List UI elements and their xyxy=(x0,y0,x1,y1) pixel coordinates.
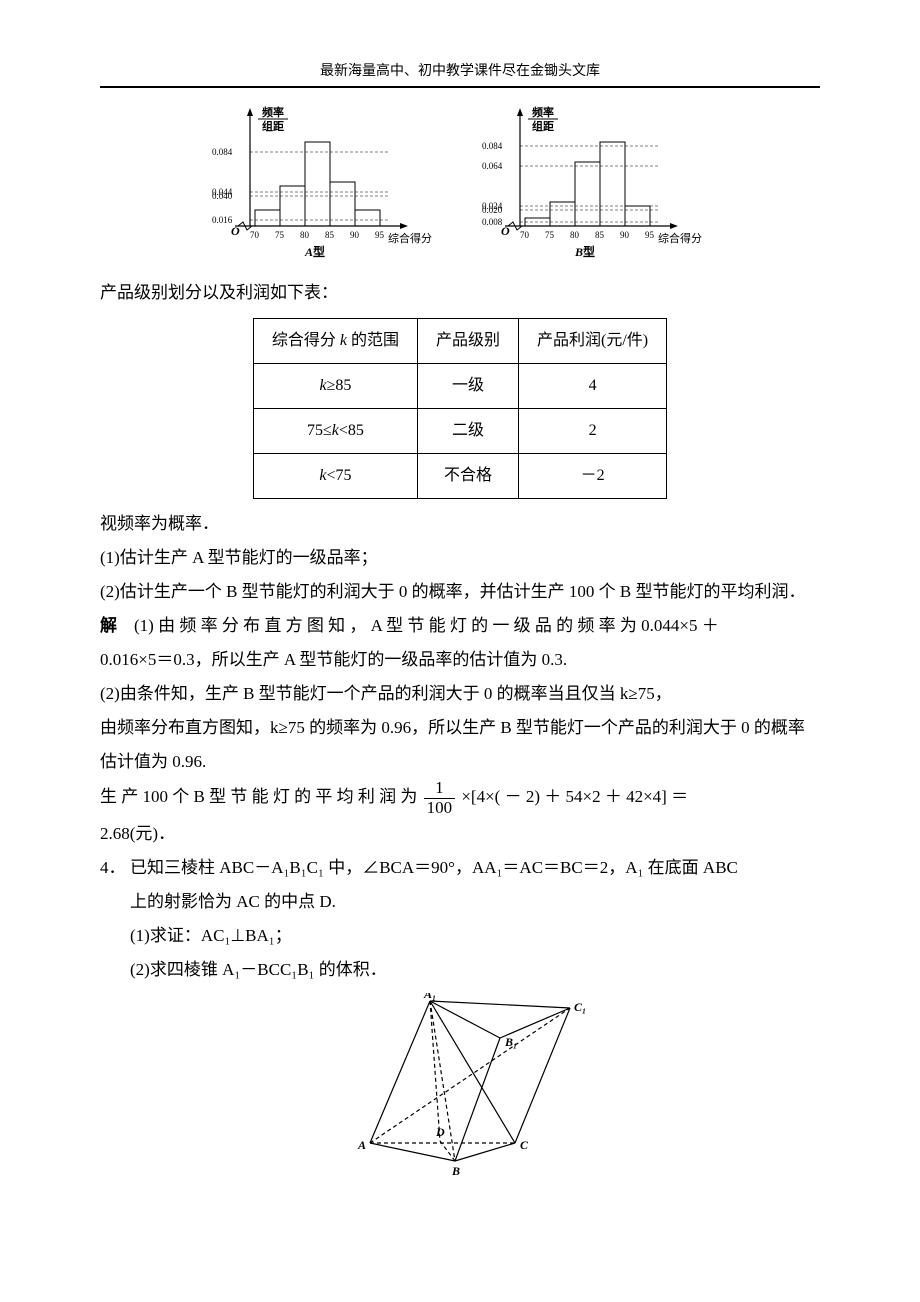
svg-text:80: 80 xyxy=(300,230,310,240)
table-cell: 二级 xyxy=(418,409,519,454)
fraction: 1100 xyxy=(424,779,456,817)
table-cell: 不合格 xyxy=(418,454,519,499)
table-cell: 75≤k<85 xyxy=(253,409,417,454)
frac-num: 1 xyxy=(424,779,456,799)
table-row: k≥85一级4 xyxy=(253,364,666,409)
table-cell: k<75 xyxy=(253,454,417,499)
svg-text:85: 85 xyxy=(325,230,335,240)
svg-text:0.008: 0.008 xyxy=(482,217,503,227)
svg-text:频率: 频率 xyxy=(532,106,554,119)
solution-1-line2: 0.016×5＝0.3，所以生产 A 型节能灯的一级品率的估计值为 0.3. xyxy=(100,643,820,677)
question-4: 4． 已知三棱柱 ABC－A₁B₁C₁ 中，∠BCA＝90°，AA₁＝AC＝BC… xyxy=(100,851,820,1190)
svg-text:95: 95 xyxy=(375,230,385,240)
svg-text:A: A xyxy=(357,1138,366,1152)
solution-label: 解 xyxy=(100,616,117,635)
svg-text:C: C xyxy=(520,1138,529,1152)
q4-line2: 上的射影恰为 AC 的中点 D. xyxy=(130,885,820,919)
sol2c-pre: 生 产 100 个 B 型 节 能 灯 的 平 均 利 润 为 xyxy=(100,787,417,806)
solution-1a: (1) 由 频 率 分 布 直 方 图 知 ， A 型 节 能 灯 的 一 级 … xyxy=(134,616,719,635)
svg-text:综合得分: 综合得分 xyxy=(388,231,432,245)
chart-a-histogram: 频率组距O7075808590950.0160.0400.0440.084综合得… xyxy=(210,106,440,266)
svg-text:80: 80 xyxy=(570,230,580,240)
solution-2-line3: 生 产 100 个 B 型 节 能 灯 的 平 均 利 润 为 1100 ×[4… xyxy=(100,779,820,817)
table-cell: k≥85 xyxy=(253,364,417,409)
svg-text:组距: 组距 xyxy=(532,119,554,133)
svg-text:70: 70 xyxy=(520,230,530,240)
q4-line4: (2)求四棱锥 A₁－BCC₁B₁ 的体积． xyxy=(130,953,820,987)
svg-text:A型: A型 xyxy=(304,244,325,259)
table-cell: －2 xyxy=(519,454,667,499)
svg-text:90: 90 xyxy=(620,230,630,240)
svg-text:D: D xyxy=(435,1125,445,1139)
svg-text:频率: 频率 xyxy=(262,106,284,119)
table-header: 产品级别 xyxy=(418,319,519,364)
table-header: 产品利润(元/件) xyxy=(519,319,667,364)
profit-table: 综合得分 k 的范围产品级别产品利润(元/件) k≥85一级475≤k<85二级… xyxy=(253,318,667,499)
solution-1-line1: 解 (1) 由 频 率 分 布 直 方 图 知 ， A 型 节 能 灯 的 一 … xyxy=(100,609,820,643)
question-1: (1)估计生产 A 型节能灯的一级品率； xyxy=(100,541,820,575)
solution-2-line4: 2.68(元)． xyxy=(100,817,820,851)
svg-text:0.084: 0.084 xyxy=(482,141,503,151)
svg-text:95: 95 xyxy=(645,230,655,240)
q4-number: 4． xyxy=(100,851,130,1190)
svg-text:85: 85 xyxy=(595,230,605,240)
svg-text:C₁: C₁ xyxy=(574,1000,586,1014)
table-cell: 4 xyxy=(519,364,667,409)
solution-2-line2: 由频率分布直方图知，k≥75 的频率为 0.96，所以生产 B 型节能灯一个产品… xyxy=(100,711,820,779)
table-row: 75≤k<85二级2 xyxy=(253,409,666,454)
chart-b-histogram: 频率组距O7075808590950.0080.0200.0240.0640.0… xyxy=(480,106,710,266)
svg-text:75: 75 xyxy=(275,230,285,240)
svg-text:90: 90 xyxy=(350,230,360,240)
svg-text:70: 70 xyxy=(250,230,260,240)
svg-text:B: B xyxy=(451,1164,460,1178)
svg-text:0.084: 0.084 xyxy=(212,147,233,157)
table-header: 综合得分 k 的范围 xyxy=(253,319,417,364)
svg-text:0.024: 0.024 xyxy=(482,201,503,211)
freq-as-prob: 视频率为概率． xyxy=(100,507,820,541)
q4-line1: 已知三棱柱 ABC－A₁B₁C₁ 中，∠BCA＝90°，AA₁＝AC＝BC＝2，… xyxy=(130,851,820,885)
svg-text:0.064: 0.064 xyxy=(482,161,503,171)
question-2: (2)估计生产一个 B 型节能灯的利润大于 0 的概率，并估计生产 100 个 … xyxy=(100,575,820,609)
page-header: 最新海量高中、初中教学课件尽在金锄头文库 xyxy=(100,60,820,88)
frac-den: 100 xyxy=(424,799,456,818)
svg-text:O: O xyxy=(231,224,240,238)
table-cell: 2 xyxy=(519,409,667,454)
table-row: k<75不合格－2 xyxy=(253,454,666,499)
histogram-row: 频率组距O7075808590950.0160.0400.0440.084综合得… xyxy=(100,106,820,266)
svg-text:0.044: 0.044 xyxy=(212,187,233,197)
svg-text:B型: B型 xyxy=(574,244,595,259)
table-cell: 一级 xyxy=(418,364,519,409)
svg-text:A₁: A₁ xyxy=(423,993,436,1001)
solution-2-line1: (2)由条件知，生产 B 型节能灯一个产品的利润大于 0 的概率当且仅当 k≥7… xyxy=(100,677,820,711)
svg-text:组距: 组距 xyxy=(262,119,284,133)
svg-text:0.016: 0.016 xyxy=(212,215,233,225)
table-intro: 产品级别划分以及利润如下表： xyxy=(100,276,820,310)
sol2c-post: ×[4×( － 2) ＋ 54×2 ＋ 42×4] ＝ xyxy=(461,787,688,806)
svg-text:75: 75 xyxy=(545,230,555,240)
q4-line3: (1)求证：AC₁⊥BA₁； xyxy=(130,919,820,953)
svg-text:B₁: B₁ xyxy=(504,1035,517,1049)
svg-text:综合得分: 综合得分 xyxy=(658,231,702,245)
svg-text:O: O xyxy=(501,224,510,238)
geometry-figure: A₁ C₁ B₁ A C B D xyxy=(130,993,820,1190)
